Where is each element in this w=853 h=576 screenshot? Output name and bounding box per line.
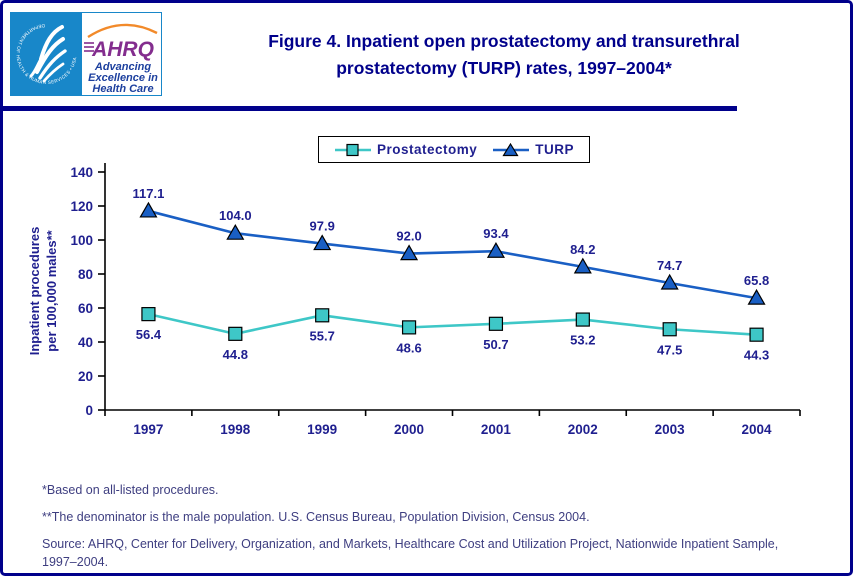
ahrq-tagline-2: Excellence in [88,72,158,84]
turp-marker-1999 [313,234,332,251]
turp-value-label-2002: 84.2 [570,242,595,257]
turp-value-label-2000: 92.0 [396,229,421,244]
figure-title-line1: Figure 4. Inpatient open prostatectomy a… [268,31,740,51]
x-category-label-2002: 2002 [568,422,598,437]
turp-value-label-1998: 104.0 [219,208,252,223]
prostatectomy-value-label-1999: 55.7 [310,328,335,343]
turp-marker-2001 [486,242,505,258]
figure-title-line2: prostatectomy (TURP) rates, 1997–2004* [336,58,672,78]
turp-legend-marker [493,142,530,156]
turp-value-label-2003: 74.7 [657,258,682,273]
hhs-eagle-icon [29,25,67,83]
y-axis-title-line2: per 100,000 males** [44,229,59,351]
legend-item-turp: TURP [492,142,574,157]
legend-label-turp: TURP [535,142,575,157]
x-category-label-1999: 1999 [307,422,337,437]
footnote-source: Source: AHRQ, Center for Delivery, Organ… [42,537,779,570]
prostatectomy-marker-2004 [749,327,764,342]
ahrq-hhs-logo: DEPARTMENT OF HEALTH & HUMAN SERVICES • … [9,11,163,97]
chart-legend: Prostatectomy TURP [318,136,590,163]
legend-item-prostatectomy: Prostatectomy [334,142,477,157]
prostatectomy-value-label-2000: 48.6 [396,340,421,355]
turp-value-label-1997: 117.1 [133,186,165,201]
x-category-label-2003: 2003 [655,422,686,437]
y-tick-label: 20 [78,369,93,384]
prostatectomy-line [147,312,758,336]
legend-label-prostatectomy: Prostatectomy [376,142,478,157]
turp-value-label-2004: 65.8 [744,273,769,288]
header-divider-rule [0,106,737,111]
x-category-label-2004: 2004 [742,422,773,437]
y-tick-label: 120 [70,199,93,214]
y-tick-label: 0 [85,403,93,418]
footnote-double-asterisk: **The denominator is the male population… [42,510,590,525]
figure-title: Figure 4. Inpatient open prostatectomy a… [168,28,840,82]
prostatectomy-marker-1997 [141,307,156,322]
ahrq-arc [87,23,158,39]
y-tick-label: 80 [78,267,93,282]
footnote-asterisk: *Based on all-listed procedures. [42,483,219,497]
turp-marker-2000 [400,244,419,261]
y-axis-title-line1: Inpatient procedures [27,227,42,356]
y-tick-label: 140 [70,165,93,180]
prostatectomy-value-label-2001: 50.7 [483,337,508,352]
turp-marker-2002 [573,257,592,274]
turp-value-label-2001: 93.4 [483,226,509,241]
footnotes: *Based on all-listed procedures. **The d… [42,481,790,572]
turp-marker-1998 [226,223,245,240]
prostatectomy-value-label-1997: 56.4 [136,327,162,342]
prostatectomy-marker-1998 [228,326,243,341]
turp-line [147,209,758,300]
prostatectomy-legend-marker [334,143,371,156]
y-tick-label: 100 [70,233,93,248]
x-category-label-2000: 2000 [394,422,424,437]
ahrq-tagline-1: Advancing [94,61,152,73]
y-tick-label: 40 [78,335,93,350]
turp-marker-2004 [747,288,766,305]
turp-marker-1997 [139,201,158,218]
ahrq-speed-lines [84,42,94,52]
x-category-label-1997: 1997 [133,422,163,437]
prostatectomy-marker-2002 [575,312,590,327]
prostatectomy-value-label-2004: 44.3 [744,348,769,363]
prostatectomy-marker-2003 [662,322,677,337]
prostatectomy-value-label-2003: 47.5 [657,342,682,357]
x-category-label-1998: 1998 [220,422,251,437]
logo-graphic: DEPARTMENT OF HEALTH & HUMAN SERVICES • … [9,11,163,97]
y-tick-label: 60 [78,301,93,316]
prostatectomy-marker-2000 [401,320,417,335]
turp-marker-2003 [660,273,679,290]
prostatectomy-value-label-2002: 53.2 [570,333,595,348]
x-category-label-2001: 2001 [481,422,512,437]
turp-value-label-1999: 97.9 [310,219,335,234]
ahrq-tagline-3: Health Care [92,83,153,95]
prostatectomy-value-label-1998: 44.8 [223,347,248,362]
ahrq-acronym: AHRQ [91,38,154,61]
prostatectomy-marker-1999 [315,308,330,323]
prostatectomy-marker-2001 [488,316,504,331]
